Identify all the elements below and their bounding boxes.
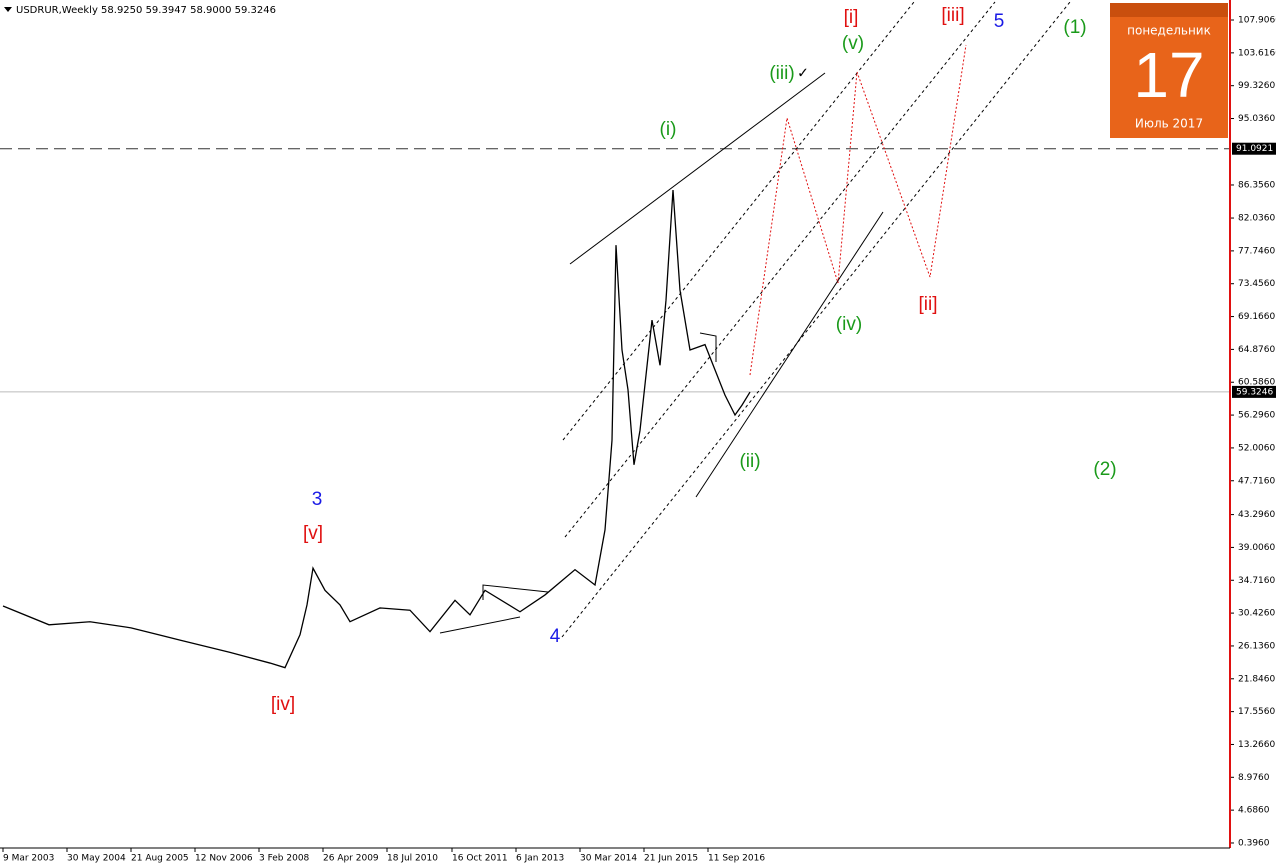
- y-tick-label: 39.0060: [1238, 543, 1275, 553]
- calendar-day: 17: [1133, 39, 1204, 111]
- triangle-line: [699, 332, 717, 362]
- upper-wedge-line: [569, 72, 826, 265]
- y-tick-label: 73.4560: [1238, 279, 1275, 289]
- calendar-rings: [1110, 3, 1228, 17]
- wave-label: (2): [1093, 459, 1116, 480]
- y-tick-label: 8.9760: [1238, 773, 1270, 783]
- y-tick-label: 17.5560: [1238, 707, 1275, 717]
- x-tick-label: 30 May 2004: [67, 854, 126, 864]
- wave-label: (i): [660, 119, 677, 140]
- price-line: [2, 189, 751, 669]
- wave-label: [iii]: [941, 5, 964, 26]
- y-tick-label: 69.1660: [1238, 312, 1275, 322]
- wave-label: [v]: [303, 523, 323, 544]
- y-tick-label: 77.7460: [1238, 246, 1275, 256]
- price-tag: [1232, 385, 1276, 398]
- y-tick-label: 0.3960: [1238, 838, 1270, 848]
- x-tick-label: 9 Mar 2003: [3, 854, 54, 864]
- y-tick-label: 95.0360: [1238, 114, 1275, 124]
- x-tick-label: 26 Apr 2009: [323, 854, 379, 864]
- calendar-weekday: понедельник: [1127, 24, 1211, 38]
- x-tick-label: 16 Oct 2011: [452, 854, 508, 864]
- y-tick-label: 56.2960: [1238, 411, 1275, 421]
- wave-label: [i]: [844, 7, 859, 28]
- x-tick-label: 21 Aug 2005: [131, 854, 189, 864]
- trend-lines: [439, 1, 1071, 638]
- y-tick-label: 21.8460: [1238, 674, 1275, 684]
- y-tick-label: 26.1360: [1238, 641, 1275, 651]
- x-tick-label: 11 Sep 2016: [708, 854, 765, 864]
- calendar-box: [1110, 3, 1228, 138]
- menu-arrow[interactable]: [4, 7, 12, 12]
- x-tick-label: 6 Jan 2013: [516, 854, 564, 864]
- x-tick-label: 18 Jul 2010: [387, 854, 438, 864]
- x-tick-label: 21 Jun 2015: [644, 854, 698, 864]
- level-tag: [1232, 142, 1276, 155]
- y-tick-label: 64.8760: [1238, 345, 1275, 355]
- y-tick-label: 86.3560: [1238, 180, 1275, 190]
- wave-label: (1): [1063, 17, 1086, 38]
- wave-label: [iv]: [271, 694, 295, 715]
- wave-label: (ii): [739, 451, 760, 472]
- channel-line: [564, 1, 996, 538]
- y-tick-label: 52.0060: [1238, 443, 1275, 453]
- wave-label: (iv): [836, 314, 862, 335]
- lower-wedge-line: [695, 211, 884, 498]
- y-tick-label: 43.2960: [1238, 510, 1275, 520]
- x-tick-label: 3 Feb 2008: [259, 854, 310, 864]
- y-tick-label: 47.7160: [1238, 476, 1275, 486]
- triangle-line: [482, 584, 549, 600]
- y-tick-label: 82.0360: [1238, 214, 1275, 224]
- calendar-widget: понедельник 17 Июль 2017: [1110, 3, 1228, 138]
- y-tick-label: 99.3260: [1238, 81, 1275, 91]
- y-tick-label: 103.6160: [1238, 48, 1276, 58]
- x-tick-label: 30 Mar 2014: [580, 854, 637, 864]
- projection-path: [749, 44, 967, 376]
- y-tick-label: 60.5860: [1238, 378, 1275, 388]
- y-tick-label: 4.6860: [1238, 806, 1270, 816]
- triangle-line: [439, 616, 521, 634]
- y-tick-label: 30.4260: [1238, 609, 1275, 619]
- chart-title: USDRUR,Weekly 58.9250 59.3947 58.9000 59…: [16, 5, 276, 16]
- wave-label: 5: [994, 11, 1005, 32]
- level-label: 91.0921: [1236, 144, 1273, 154]
- y-tick-label: 13.2660: [1238, 740, 1275, 750]
- price-label: 59.3246: [1236, 387, 1273, 397]
- y-tick-label: 34.7160: [1238, 576, 1275, 586]
- x-tick-label: 12 Nov 2006: [195, 854, 253, 864]
- y-tick-label: 107.9060: [1238, 16, 1276, 26]
- check-mark: ✓: [797, 65, 809, 81]
- wave-label: 4: [550, 626, 561, 647]
- wave-label: 3: [312, 489, 323, 510]
- wave-label: (v): [842, 33, 864, 54]
- plot-layer: 107.9060 103.6160 99.3260 95.0360 86.3560 82.…: [0, 16, 1276, 864]
- wave-label: [ii]: [919, 294, 938, 315]
- calendar-month: Июль 2017: [1135, 117, 1203, 131]
- wave-label: (iii): [769, 63, 794, 84]
